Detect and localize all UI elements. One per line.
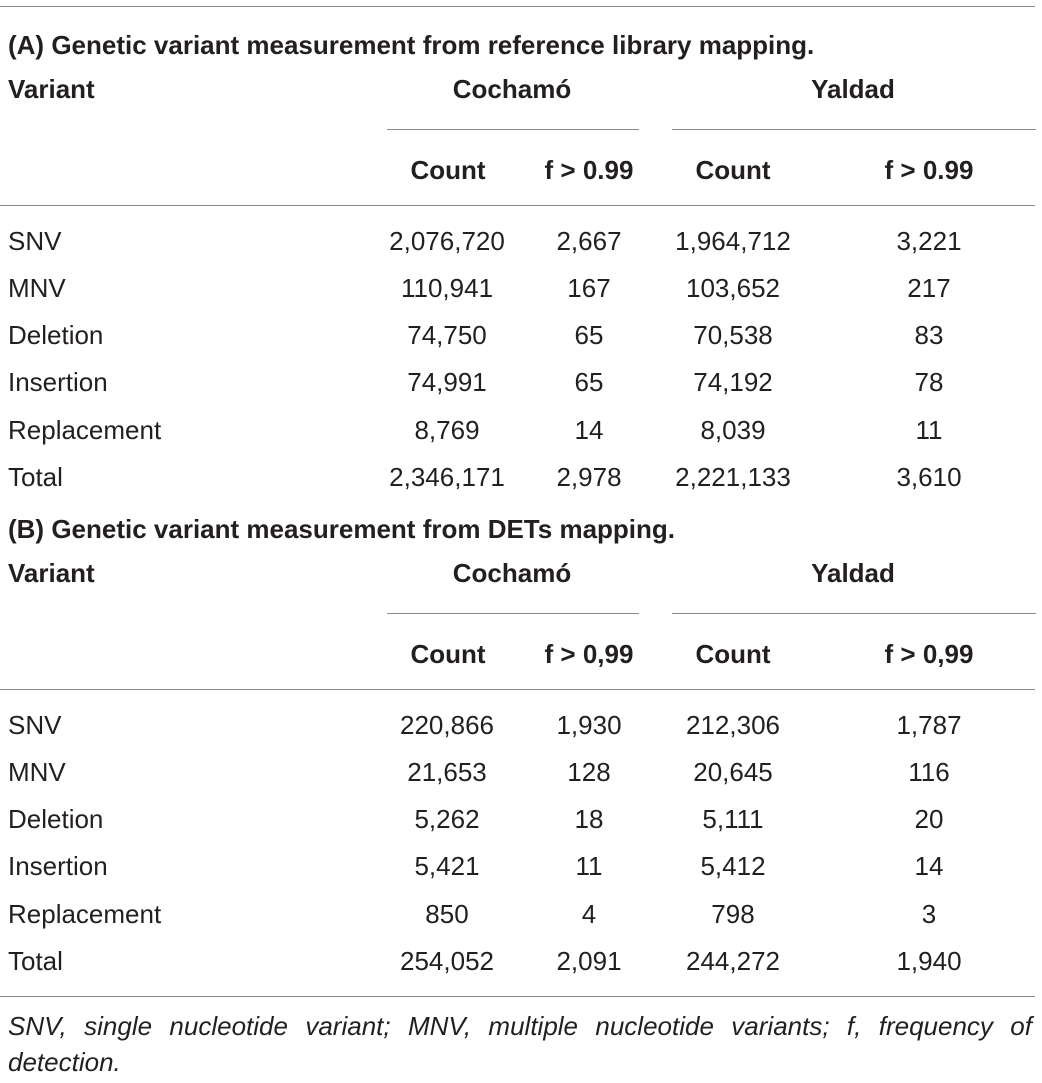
cell-count-cochamo: 8,769 [414, 415, 480, 445]
row-label: MNV [8, 273, 66, 303]
cell-f-cochamo: 2,667 [556, 226, 622, 256]
cell-count-yaldad: 5,111 [702, 804, 764, 834]
table-a-sub-f-2: f > 0.99 [884, 155, 974, 185]
cell-f-cochamo: 4 [581, 899, 597, 929]
table-b-header-rule [0, 689, 1035, 690]
table-b-sub-count-2: Count [695, 639, 771, 669]
row-label: Insertion [8, 367, 108, 397]
cell-f-yaldad: 83 [914, 320, 944, 350]
table-a-yaldad-underline [672, 129, 1036, 130]
cell-count-yaldad: 74,192 [693, 367, 773, 397]
row-label: Total [8, 946, 63, 976]
cell-count-cochamo: 110,941 [400, 273, 494, 303]
cell-f-yaldad: 116 [908, 757, 950, 787]
cell-f-yaldad: 217 [907, 273, 951, 303]
table-a-sub-f-1: f > 0.99 [544, 155, 634, 185]
row-label: MNV [8, 757, 66, 787]
table-b-yaldad-underline [672, 613, 1036, 614]
cell-f-cochamo: 65 [574, 320, 604, 350]
row-label: SNV [8, 226, 62, 256]
top-rule [0, 6, 1035, 7]
cell-f-cochamo: 2,091 [556, 946, 622, 976]
cell-f-cochamo: 18 [574, 804, 604, 834]
cell-count-cochamo: 21,653 [407, 757, 487, 787]
cell-count-yaldad: 5,412 [700, 851, 766, 881]
table-b-sub-f-1: f > 0,99 [544, 639, 634, 669]
cell-f-yaldad: 3,610 [896, 462, 962, 492]
row-label: Replacement [8, 899, 162, 929]
cell-count-yaldad: 244,272 [686, 946, 780, 976]
table-a-variant-header: Variant [8, 74, 95, 104]
cell-f-cochamo: 14 [574, 415, 604, 445]
cell-f-cochamo: 2,978 [556, 462, 622, 492]
table-a-sub-count-1: Count [410, 155, 486, 185]
row-label: Insertion [8, 851, 108, 881]
table-footnote: SNV, single nucleotide variant; MNV, mul… [8, 1011, 1032, 1077]
cell-count-yaldad: 212,306 [686, 710, 780, 740]
cell-count-cochamo: 5,262 [414, 804, 480, 834]
cell-count-cochamo: 74,991 [407, 367, 487, 397]
cell-count-yaldad: 2,221,133 [675, 462, 791, 492]
table-b-cochamo-underline [387, 613, 639, 614]
table-b-sub-f-2: f > 0,99 [884, 639, 974, 669]
cell-count-cochamo: 5,421 [414, 851, 480, 881]
cell-count-cochamo: 220,866 [400, 710, 494, 740]
cell-f-yaldad: 11 [915, 415, 943, 445]
table-b-group-cochamo: Cochamó [452, 558, 572, 588]
table-b-caption: (B) Genetic variant measurement from DET… [8, 514, 675, 544]
cell-count-yaldad: 70,538 [693, 320, 773, 350]
cell-count-yaldad: 798 [711, 899, 755, 929]
cell-f-yaldad: 14 [914, 851, 944, 881]
cell-f-yaldad: 20 [914, 804, 944, 834]
cell-count-cochamo: 254,052 [400, 946, 494, 976]
table-a-cochamo-underline [387, 129, 639, 130]
cell-f-yaldad: 3,221 [896, 226, 962, 256]
table-b-variant-header: Variant [8, 558, 95, 588]
bottom-rule [0, 996, 1035, 997]
table-a-group-cochamo: Cochamó [452, 74, 572, 104]
cell-count-cochamo: 850 [425, 899, 469, 929]
table-a-sub-count-2: Count [695, 155, 771, 185]
cell-f-yaldad: 1,787 [896, 710, 962, 740]
cell-f-cochamo: 11 [575, 851, 603, 881]
table-a-group-yaldad: Yaldad [811, 74, 895, 104]
cell-f-cochamo: 167 [567, 273, 611, 303]
cell-count-yaldad: 20,645 [693, 757, 773, 787]
cell-count-yaldad: 103,652 [686, 273, 780, 303]
table-b-group-yaldad: Yaldad [811, 558, 895, 588]
cell-f-yaldad: 3 [921, 899, 937, 929]
table-a-header-rule [0, 205, 1035, 206]
cell-count-yaldad: 1,964,712 [675, 226, 791, 256]
cell-f-yaldad: 78 [914, 367, 944, 397]
cell-f-cochamo: 1,930 [556, 710, 622, 740]
table-b-sub-count-1: Count [410, 639, 486, 669]
row-label: Deletion [8, 804, 104, 834]
cell-f-yaldad: 1,940 [896, 946, 962, 976]
row-label: Total [8, 462, 63, 492]
cell-f-cochamo: 65 [574, 367, 604, 397]
table-a-caption: (A) Genetic variant measurement from ref… [8, 30, 815, 60]
cell-f-cochamo: 128 [567, 757, 611, 787]
row-label: Deletion [8, 320, 104, 350]
row-label: Replacement [8, 415, 162, 445]
cell-count-cochamo: 2,346,171 [389, 462, 505, 492]
cell-count-cochamo: 74,750 [407, 320, 487, 350]
row-label: SNV [8, 710, 62, 740]
cell-count-cochamo: 2,076,720 [389, 226, 505, 256]
cell-count-yaldad: 8,039 [700, 415, 766, 445]
